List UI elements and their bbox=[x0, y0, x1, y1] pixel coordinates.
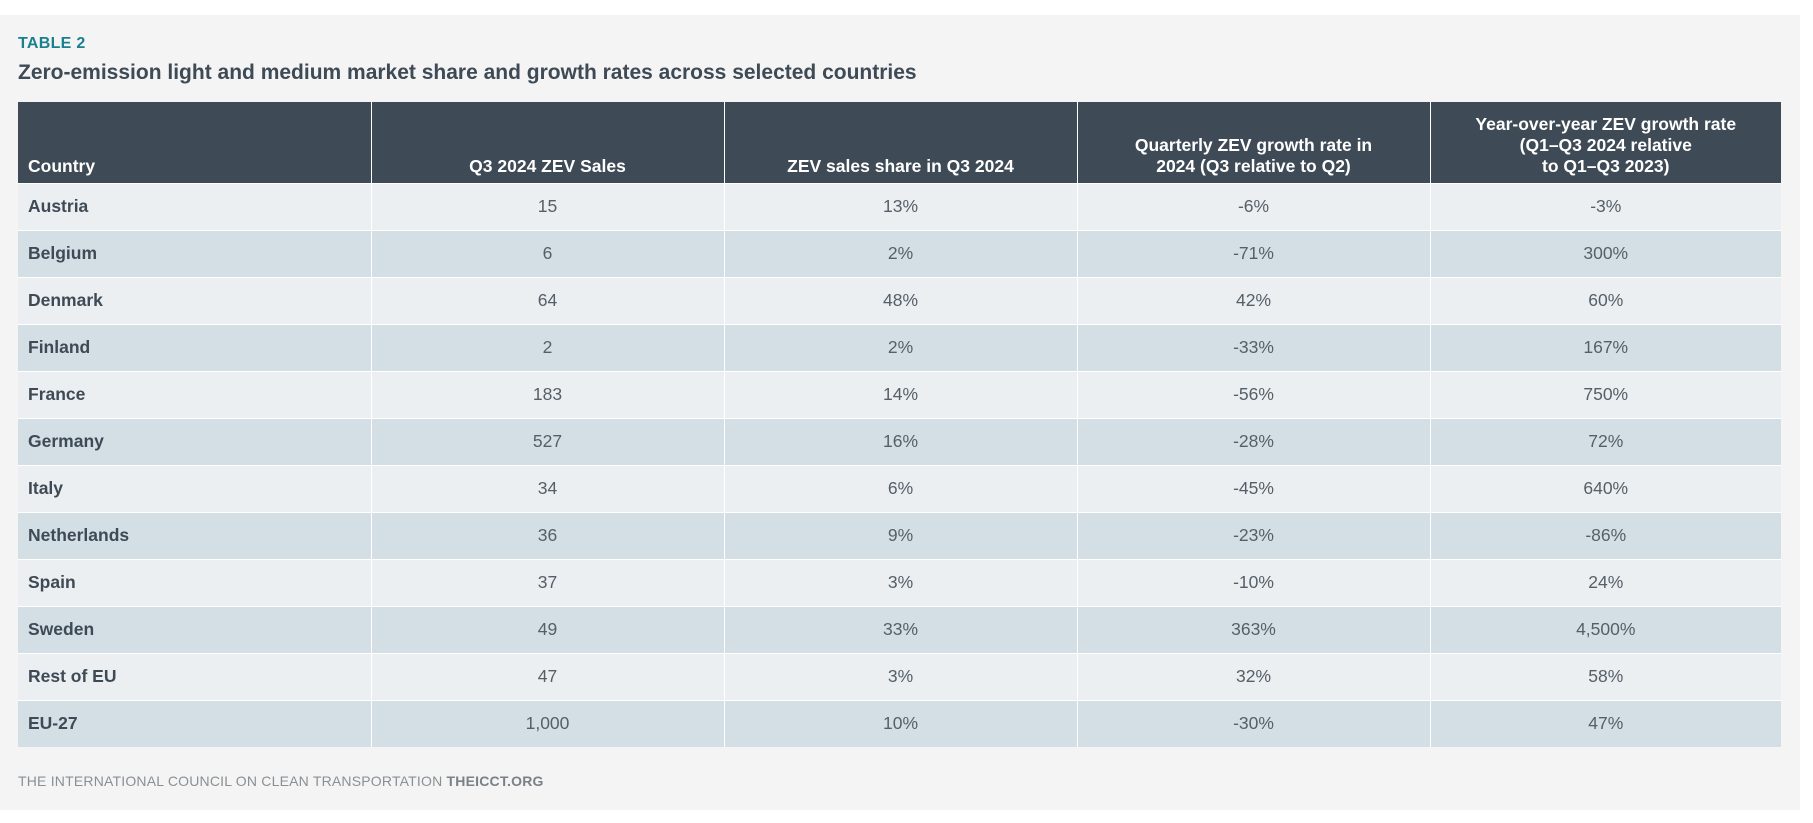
cell-q3-sales: 37 bbox=[371, 558, 725, 606]
cell-yoy-growth: 60% bbox=[1430, 276, 1781, 324]
cell-country: Denmark bbox=[18, 276, 372, 324]
table-label: TABLE 2 bbox=[18, 35, 86, 52]
cell-yoy-growth: 640% bbox=[1430, 464, 1781, 512]
cell-yoy-growth: 72% bbox=[1430, 417, 1781, 465]
cell-q3-sales: 1,000 bbox=[371, 699, 725, 747]
cell-yoy-growth: 58% bbox=[1430, 652, 1781, 700]
cell-country: Spain bbox=[18, 558, 372, 606]
header-line: Year-over-year ZEV growth rate bbox=[1475, 113, 1737, 134]
cell-yoy-growth: 24% bbox=[1430, 558, 1781, 606]
cell-country: Netherlands bbox=[18, 511, 372, 559]
cell-q3-sales: 6 bbox=[371, 229, 725, 277]
table-row: Denmark 64 48% 42% 60% bbox=[18, 276, 1781, 324]
header-line: Quarterly ZEV growth rate in bbox=[1134, 134, 1373, 155]
table-row: Austria 15 13% -6% -3% bbox=[18, 182, 1781, 230]
cell-country: Belgium bbox=[18, 229, 372, 277]
table-row: France 183 14% -56% 750% bbox=[18, 370, 1781, 418]
cell-sales-share: 6% bbox=[724, 464, 1078, 512]
table-title: Zero-emission light and medium market sh… bbox=[18, 61, 917, 84]
cell-quarterly-growth: -71% bbox=[1077, 229, 1431, 277]
cell-country: France bbox=[18, 370, 372, 418]
cell-quarterly-growth: 32% bbox=[1077, 652, 1431, 700]
cell-quarterly-growth: -10% bbox=[1077, 558, 1431, 606]
cell-country: Sweden bbox=[18, 605, 372, 653]
header-line: Country bbox=[28, 155, 96, 176]
cell-country: Italy bbox=[18, 464, 372, 512]
table-row: Finland 2 2% -33% 167% bbox=[18, 323, 1781, 371]
column-header-sales-share: ZEV sales share in Q3 2024 bbox=[724, 102, 1078, 183]
table-row: Sweden 49 33% 363% 4,500% bbox=[18, 605, 1781, 653]
cell-q3-sales: 15 bbox=[371, 182, 725, 230]
cell-country: EU-27 bbox=[18, 699, 372, 747]
cell-quarterly-growth: 42% bbox=[1077, 276, 1431, 324]
cell-sales-share: 13% bbox=[724, 182, 1078, 230]
cell-quarterly-growth: -6% bbox=[1077, 182, 1431, 230]
cell-q3-sales: 64 bbox=[371, 276, 725, 324]
cell-sales-share: 2% bbox=[724, 323, 1078, 371]
table-row: Germany 527 16% -28% 72% bbox=[18, 417, 1781, 465]
cell-sales-share: 2% bbox=[724, 229, 1078, 277]
cell-q3-sales: 47 bbox=[371, 652, 725, 700]
zev-market-share-table: Country Q3 2024 ZEV Sales ZEV sales shar… bbox=[18, 102, 1781, 747]
table-row: Rest of EU 47 3% 32% 58% bbox=[18, 652, 1781, 700]
footer: THE INTERNATIONAL COUNCIL ON CLEAN TRANS… bbox=[18, 773, 544, 789]
cell-q3-sales: 34 bbox=[371, 464, 725, 512]
header-line: (Q1–Q3 2024 relative bbox=[1519, 134, 1692, 155]
header-line: to Q1–Q3 2023) bbox=[1542, 155, 1670, 176]
header-line: ZEV sales share in Q3 2024 bbox=[787, 155, 1014, 176]
cell-yoy-growth: 4,500% bbox=[1430, 605, 1781, 653]
table-row: Belgium 6 2% -71% 300% bbox=[18, 229, 1781, 277]
cell-quarterly-growth: -56% bbox=[1077, 370, 1431, 418]
cell-q3-sales: 36 bbox=[371, 511, 725, 559]
cell-yoy-growth: 300% bbox=[1430, 229, 1781, 277]
cell-yoy-growth: -86% bbox=[1430, 511, 1781, 559]
cell-sales-share: 33% bbox=[724, 605, 1078, 653]
cell-quarterly-growth: -30% bbox=[1077, 699, 1431, 747]
cell-quarterly-growth: -28% bbox=[1077, 417, 1431, 465]
table-row: Netherlands 36 9% -23% -86% bbox=[18, 511, 1781, 559]
cell-quarterly-growth: -45% bbox=[1077, 464, 1431, 512]
column-header-q3-sales: Q3 2024 ZEV Sales bbox=[371, 102, 725, 183]
cell-q3-sales: 527 bbox=[371, 417, 725, 465]
cell-country: Rest of EU bbox=[18, 652, 372, 700]
cell-q3-sales: 49 bbox=[371, 605, 725, 653]
cell-country: Germany bbox=[18, 417, 372, 465]
report-table-panel: TABLE 2 Zero-emission light and medium m… bbox=[0, 15, 1800, 810]
cell-sales-share: 3% bbox=[724, 652, 1078, 700]
cell-quarterly-growth: 363% bbox=[1077, 605, 1431, 653]
cell-sales-share: 14% bbox=[724, 370, 1078, 418]
cell-quarterly-growth: -33% bbox=[1077, 323, 1431, 371]
cell-quarterly-growth: -23% bbox=[1077, 511, 1431, 559]
cell-sales-share: 9% bbox=[724, 511, 1078, 559]
cell-sales-share: 10% bbox=[724, 699, 1078, 747]
table-row: Spain 37 3% -10% 24% bbox=[18, 558, 1781, 606]
cell-sales-share: 16% bbox=[724, 417, 1078, 465]
table-row: EU-27 1,000 10% -30% 47% bbox=[18, 699, 1781, 747]
footer-website: THEICCT.ORG bbox=[446, 773, 544, 789]
cell-sales-share: 3% bbox=[724, 558, 1078, 606]
header-line: 2024 (Q3 relative to Q2) bbox=[1156, 155, 1351, 176]
cell-yoy-growth: -3% bbox=[1430, 182, 1781, 230]
cell-yoy-growth: 167% bbox=[1430, 323, 1781, 371]
column-header-quarterly-growth: Quarterly ZEV growth rate in 2024 (Q3 re… bbox=[1077, 102, 1431, 183]
cell-q3-sales: 2 bbox=[371, 323, 725, 371]
cell-country: Austria bbox=[18, 182, 372, 230]
column-header-yoy-growth: Year-over-year ZEV growth rate (Q1–Q3 20… bbox=[1430, 102, 1781, 183]
cell-country: Finland bbox=[18, 323, 372, 371]
footer-organization: THE INTERNATIONAL COUNCIL ON CLEAN TRANS… bbox=[18, 773, 443, 789]
cell-q3-sales: 183 bbox=[371, 370, 725, 418]
cell-sales-share: 48% bbox=[724, 276, 1078, 324]
column-header-country: Country bbox=[18, 102, 372, 183]
table-header-row: Country Q3 2024 ZEV Sales ZEV sales shar… bbox=[18, 102, 1781, 183]
table-row: Italy 34 6% -45% 640% bbox=[18, 464, 1781, 512]
table-body: Austria 15 13% -6% -3% Belgium 6 2% -71% 300% Denm… bbox=[18, 182, 1781, 747]
cell-yoy-growth: 47% bbox=[1430, 699, 1781, 747]
cell-yoy-growth: 750% bbox=[1430, 370, 1781, 418]
header-line: Q3 2024 ZEV Sales bbox=[469, 155, 626, 176]
